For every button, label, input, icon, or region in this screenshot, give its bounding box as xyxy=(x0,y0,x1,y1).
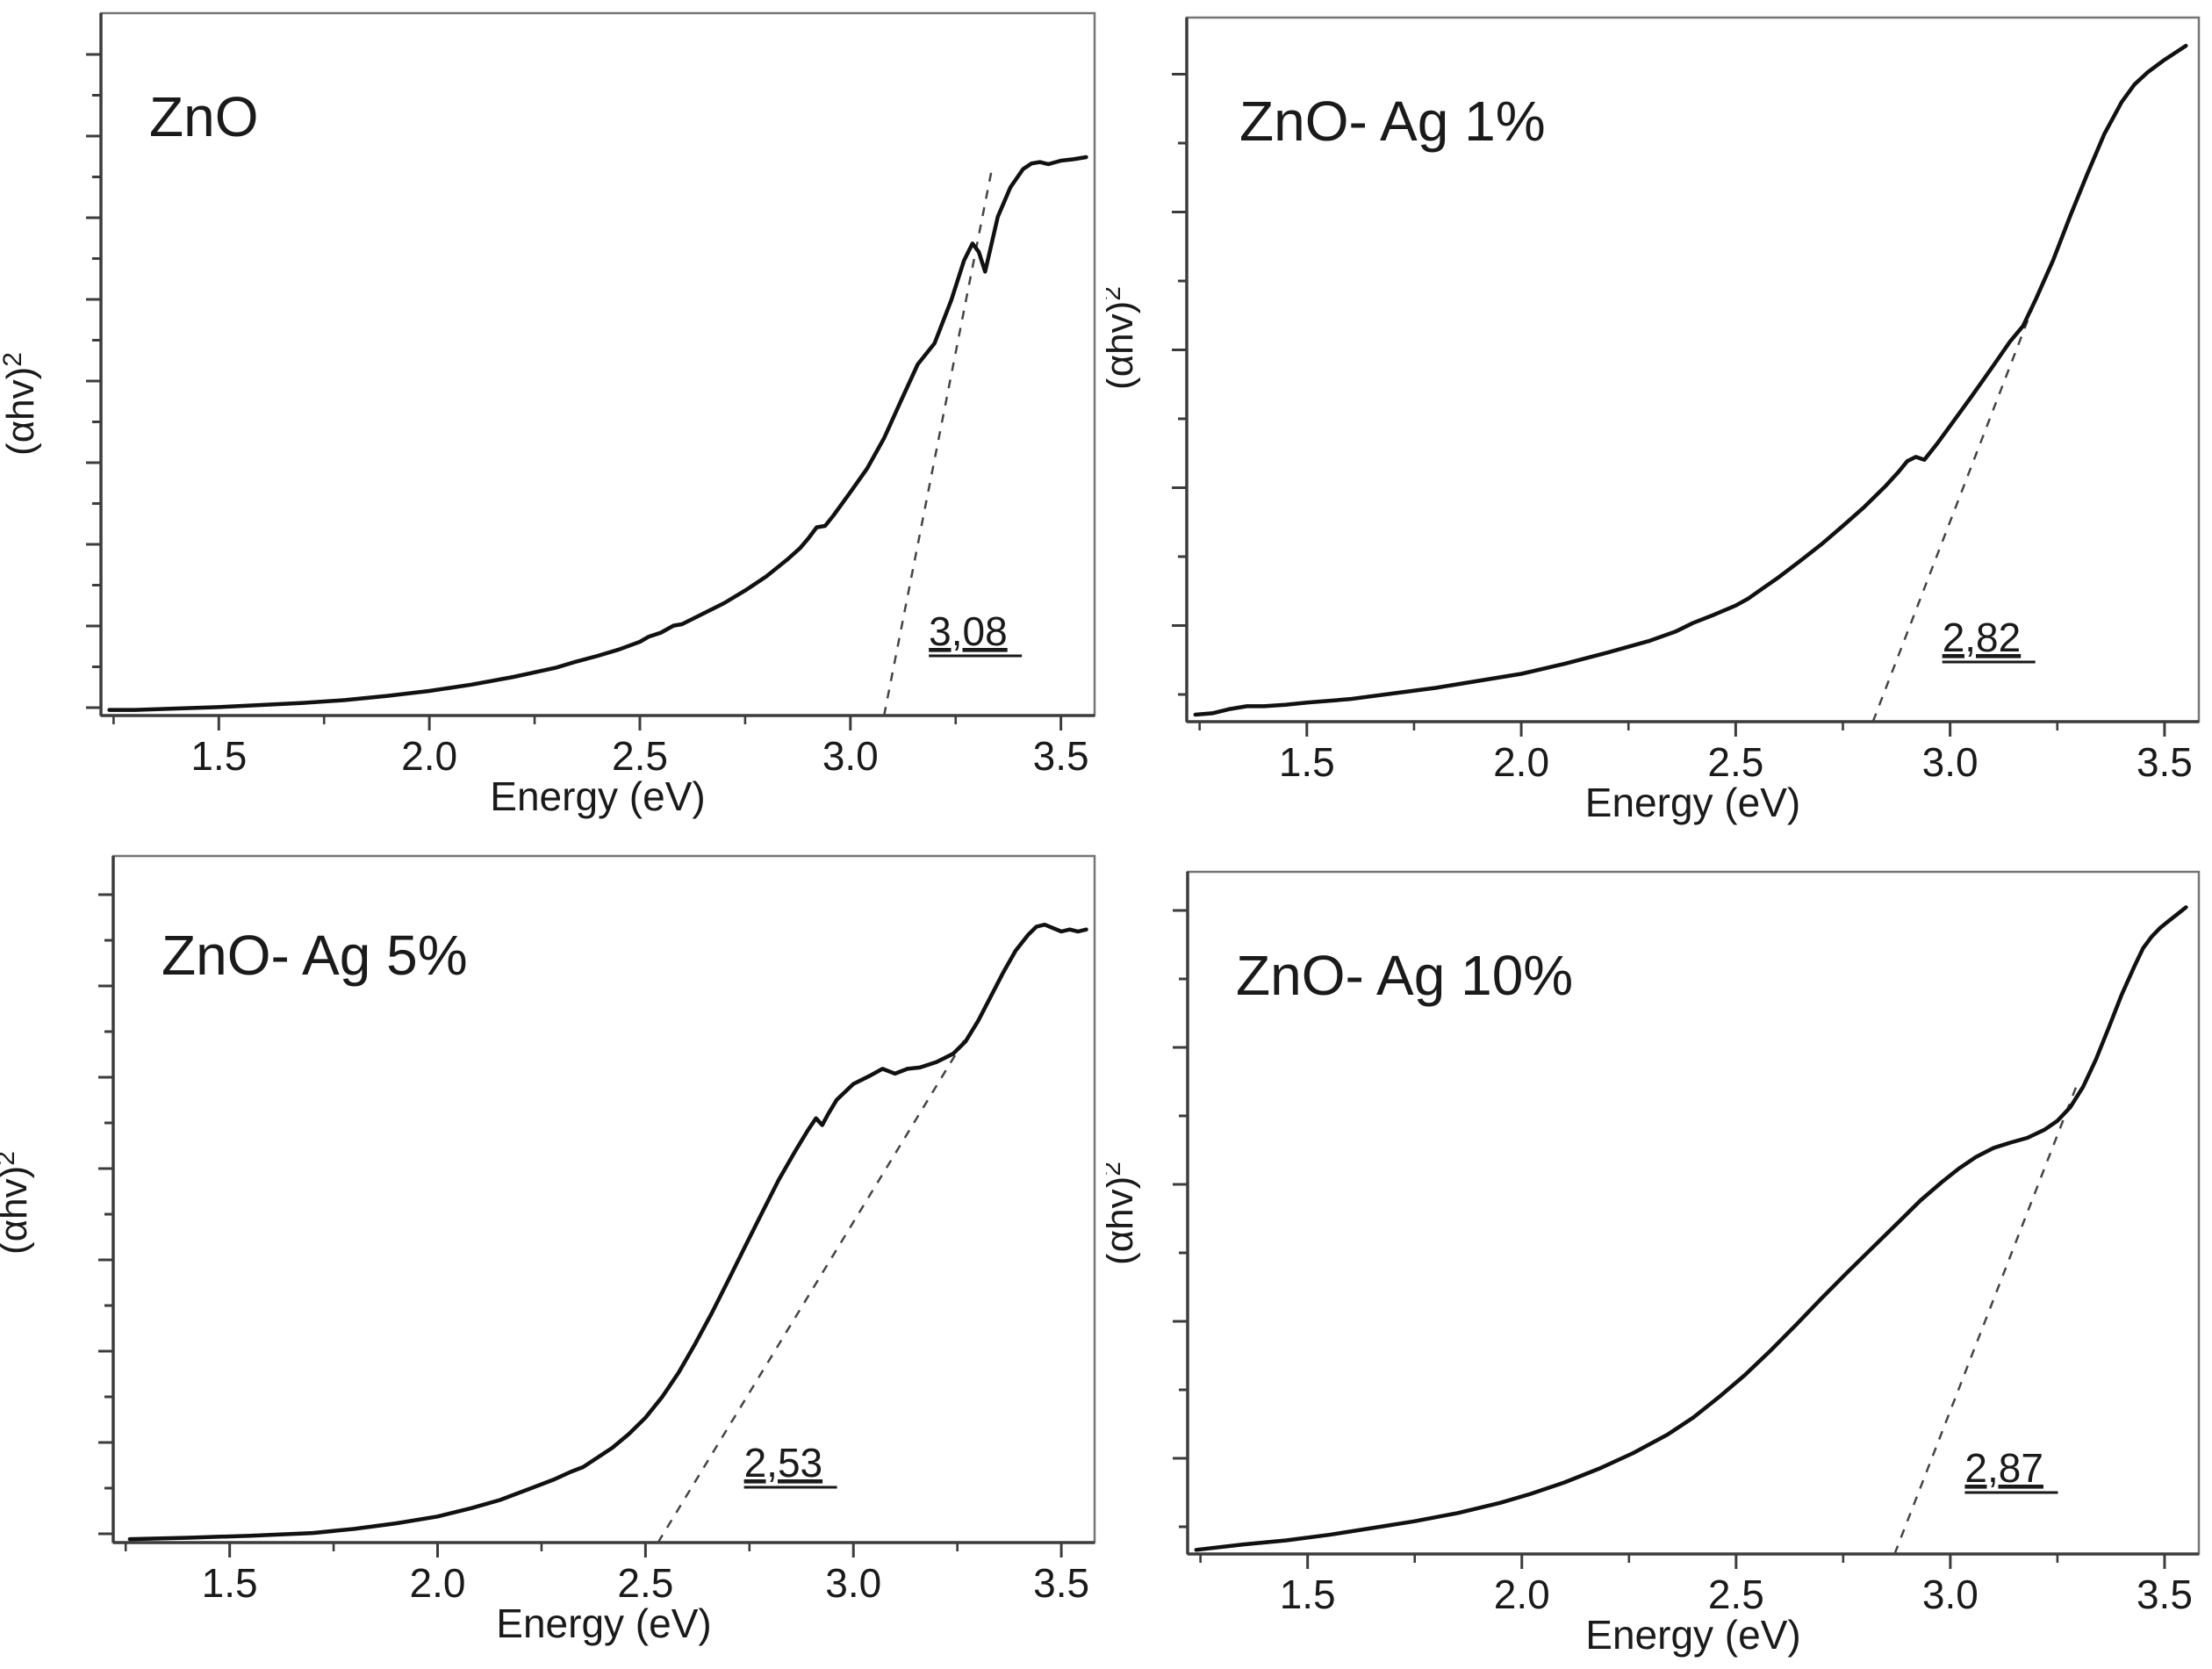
x-tick-label: 3.0 xyxy=(1922,739,1979,785)
x-tick-label: 3.5 xyxy=(1033,1560,1089,1606)
x-tick-label: 3.5 xyxy=(2137,1572,2193,1617)
x-tick-label: 1.5 xyxy=(1279,739,1335,785)
x-axis-title: Energy (eV) xyxy=(490,773,705,819)
panel-zno-ag-5: 1.5 2.0 2.5 3.0 3.5 Energy (eV) (αhv)2 ZnO- Ag … xyxy=(0,834,1106,1669)
absorption-curve xyxy=(127,922,1088,1542)
y-axis-title-exponent: 2 xyxy=(1106,1162,1126,1176)
x-tick-label: 1.5 xyxy=(190,733,247,779)
x-tick-label: 2.0 xyxy=(1493,739,1549,785)
absorption-curve xyxy=(1194,905,2188,1552)
panel-title: ZnO- Ag 5% xyxy=(162,924,468,987)
x-tick-label: 3.5 xyxy=(1033,733,1089,779)
x-axis-title: Energy (eV) xyxy=(1585,1612,1800,1658)
y-axis-title-exponent: 2 xyxy=(1106,286,1126,301)
tauc-plot-zno-ag-5: 1.5 2.0 2.5 3.0 3.5 Energy (eV) (αhv)2 ZnO- Ag … xyxy=(0,854,1096,1646)
panel-zno-ag-10: 1.5 2.0 2.5 3.0 3.5 Energy (eV) (αhv)2 ZnO- Ag … xyxy=(1106,834,2212,1669)
y-axis-title-base: (αhv) xyxy=(0,1166,35,1255)
panel-zno-ag-1: 1.5 2.0 2.5 3.0 3.5 Energy (eV) (αhv)2 ZnO- Ag … xyxy=(1106,0,2212,835)
panel-zno: 1.5 2.0 2.5 3.0 3.5 Energy (eV) (αhv)2 ZnO 3,08 xyxy=(0,0,1106,834)
y-axis-title-exponent: 2 xyxy=(0,1151,20,1166)
x-tick-label: 1.5 xyxy=(1280,1572,1336,1617)
absorption-curve xyxy=(107,155,1088,712)
tauc-plot-zno-ag-10: 1.5 2.0 2.5 3.0 3.5 Energy (eV) (αhv)2 ZnO- Ag … xyxy=(1106,870,2201,1658)
x-tick-label: 3.0 xyxy=(1922,1572,1979,1617)
y-axis-title-base: (αhv) xyxy=(1106,301,1141,390)
y-axis-title-base: (αhv) xyxy=(1106,1176,1141,1265)
x-tick-label: 2.5 xyxy=(617,1560,673,1606)
band-gap-value-label: 2,53 xyxy=(744,1440,823,1486)
x-tick-label: 2.5 xyxy=(1708,1572,1764,1617)
band-gap-tangent-line xyxy=(1871,299,2037,723)
y-axis-title: (αhv)2 xyxy=(0,352,42,456)
absorption-curve xyxy=(1193,43,2188,717)
panel-title: ZnO- Ag 10% xyxy=(1236,944,1573,1007)
y-axis-title-exponent: 2 xyxy=(0,352,27,367)
x-tick-label: 2.0 xyxy=(401,733,457,779)
x-tick-label: 2.0 xyxy=(410,1560,466,1606)
band-gap-tangent-line xyxy=(882,170,993,716)
band-gap-tangent-line xyxy=(657,1037,967,1543)
x-tick-label: 2.5 xyxy=(612,733,668,779)
y-axis-title: (αhv)2 xyxy=(1106,1162,1141,1265)
x-tick-label: 1.5 xyxy=(202,1560,258,1606)
x-tick-label: 3.5 xyxy=(2137,739,2193,785)
x-tick-label: 2.0 xyxy=(1494,1572,1550,1617)
y-axis-title-base: (αhv) xyxy=(0,367,42,456)
band-gap-value-label: 2,87 xyxy=(1964,1445,2043,1491)
band-gap-value-label: 3,08 xyxy=(929,608,1008,654)
x-tick-label: 3.0 xyxy=(822,733,879,779)
band-gap-value-label: 2,82 xyxy=(1943,615,2022,660)
x-tick-label: 3.0 xyxy=(825,1560,881,1606)
tauc-plot-zno-ag-1: 1.5 2.0 2.5 3.0 3.5 Energy (eV) (αhv)2 ZnO- Ag … xyxy=(1106,16,2201,825)
tauc-plot-zno: 1.5 2.0 2.5 3.0 3.5 Energy (eV) (αhv)2 ZnO 3,08 xyxy=(0,11,1096,819)
x-tick-label: 2.5 xyxy=(1707,739,1763,785)
y-axis-title: (αhv)2 xyxy=(0,1151,35,1255)
panel-title: ZnO xyxy=(149,85,258,148)
y-axis-title: (αhv)2 xyxy=(1106,286,1141,390)
band-gap-tangent-line xyxy=(1893,1079,2080,1555)
x-axis-title: Energy (eV) xyxy=(1585,780,1800,825)
x-axis-title: Energy (eV) xyxy=(496,1601,711,1646)
panel-title: ZnO- Ag 1% xyxy=(1239,90,1546,153)
